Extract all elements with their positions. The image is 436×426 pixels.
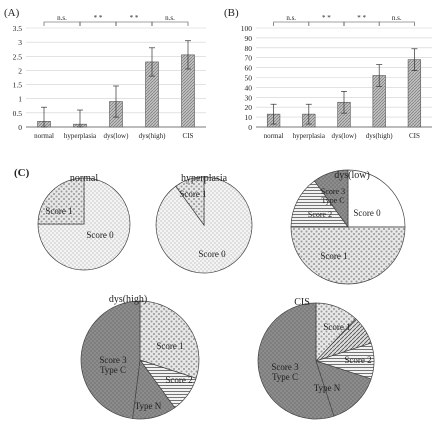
pie-slice-label: Type N [135,401,162,411]
x-tick-label: normal [264,132,284,140]
significance-bracket [43,21,81,26]
pie-slice [290,180,349,228]
pie-slice-label: Score 1 [156,341,183,351]
x-tick-label: normal [34,132,54,140]
pie-slice-label: Score 1 [45,206,72,216]
y-tick-label: 100 [241,24,253,33]
y-tick-label: 40 [245,83,253,92]
y-tick-label: 0 [248,123,252,132]
significance-label: n.s. [392,14,402,22]
y-tick-label: 0.5 [13,109,23,118]
y-tick-label: 10 [245,113,253,122]
y-tick-label: 3 [18,38,22,47]
pie-slice-label: Score 0 [353,208,381,218]
pie-slice-label: Type N [314,383,341,393]
pie-slice-label: Score 0 [198,249,226,259]
pie-slice [347,169,406,228]
panel-b-label: (B) [224,7,239,19]
y-tick-label: 2 [18,66,22,75]
pie-slice [139,300,200,379]
pie-slice-label: Type C [100,365,126,375]
x-tick-label: CIS [409,132,420,140]
pie-slice-label: Score 1 [323,322,350,332]
y-tick-label: 2.5 [13,52,23,61]
pie-slice-label: Score 2 [165,375,192,385]
y-tick-label: 90 [245,34,253,43]
pie-slice [290,226,406,285]
pie-slice-label: Type C [272,372,298,382]
significance-bracket [308,21,345,26]
y-tick-label: 80 [245,44,253,53]
y-tick-label: 60 [245,64,253,73]
pie-slice-label: Score 2 [308,210,332,219]
y-tick-label: 1 [18,95,22,104]
x-tick-label: hyperplasia [293,132,326,140]
y-tick-label: 70 [245,54,253,63]
bar-chart-a: 0 0.5 1 1.5 2 2.5 3 3.5 normal hyperplasia dys(low… [13,14,206,140]
pie-slice [175,176,205,227]
panel-a-label: (A) [4,7,20,19]
pie-slice [314,169,349,229]
y-tick-label: 20 [245,103,253,112]
pie-slice-label: Score 0 [86,230,114,240]
pie-slice-label: Score 1 [320,251,347,261]
significance-label: n.s. [57,14,67,22]
pie-slice-label: Score 1 [179,189,206,199]
pie-slice [37,177,85,225]
x-tick-label: CIS [183,132,194,140]
pie-slice-label: Score 3 [271,362,299,372]
panel-c-label: (C) [14,167,30,179]
significance-bracket [273,21,310,26]
pie-title: normal [70,173,99,184]
x-tick-label: dys(low) [104,132,130,140]
significance-bracket [79,21,117,26]
significance-label: n.s. [286,14,296,22]
x-tick-label: dys(high) [366,132,394,140]
pie-slice-label: Score 2 [344,355,371,365]
x-tick-label: hyperplasia [64,132,97,140]
x-tick-label: dys(low) [332,132,358,140]
significance-label: * * [130,14,139,22]
y-tick-label: 30 [245,93,253,102]
significance-label: * * [94,14,103,22]
significance-bracket [115,21,153,26]
pie-slice [80,300,141,419]
pie-slice-label: Score 3 [99,355,127,365]
pie-title: CIS [294,297,310,308]
pie-charts: normal Score 0 Score 1 hyperplasia Score 0 Sc… [37,169,406,420]
pie-title: hyperplasia [181,173,228,184]
y-tick-label: 3.5 [13,24,23,33]
pie-title: dys(high) [109,294,147,305]
y-tick-label: 1.5 [13,81,23,90]
significance-bracket [378,21,415,26]
y-tick-label: 0 [18,123,22,132]
pie-title: dys(low) [334,170,370,181]
pie-slice-label: Score 3 [321,187,345,196]
significance-label: * * [357,14,366,22]
pie-slice-label: Type C [321,196,344,205]
pie-slice [257,302,335,420]
y-tick-label: 50 [245,74,253,83]
significance-bracket [343,21,380,26]
x-tick-label: dys(high) [139,132,167,140]
significance-bracket [151,21,189,26]
significance-label: n.s. [165,14,175,22]
significance-label: * * [322,14,331,22]
